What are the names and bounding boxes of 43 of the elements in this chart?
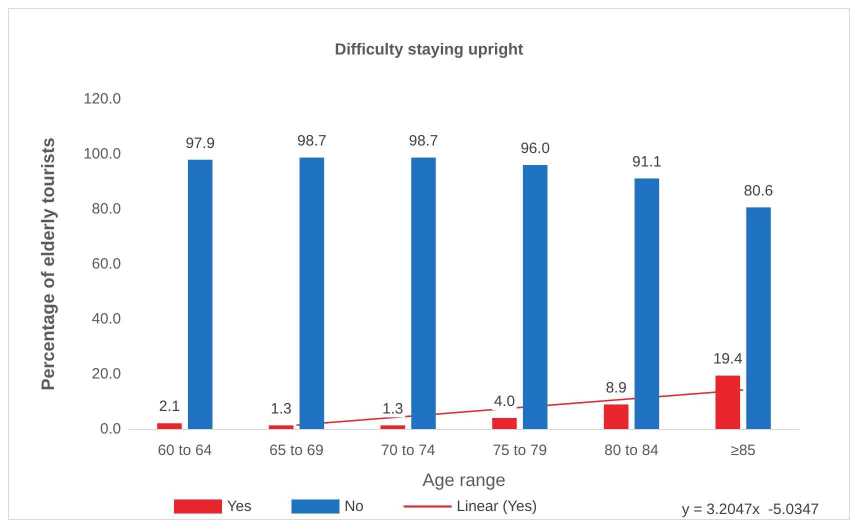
x-tick-label: 65 to 69 — [269, 442, 324, 459]
bar — [634, 178, 660, 429]
data-label: 96.0 — [520, 140, 550, 157]
x-tick-label: 80 to 84 — [604, 442, 659, 459]
x-axis-title: Age range — [422, 470, 506, 490]
data-label: 98.7 — [408, 132, 438, 150]
text: y = 3.2047x -5.0347 — [682, 501, 820, 518]
bar — [188, 160, 212, 429]
bar — [268, 425, 294, 429]
data-label: 97.9 — [186, 134, 215, 152]
bar — [522, 165, 548, 429]
data-label: 1.3 — [382, 400, 404, 418]
x-tick-label: 70 to 74 — [381, 442, 436, 459]
data-label: 80.6 — [744, 182, 774, 200]
bar — [157, 423, 182, 429]
y-tick-label: 40.0 — [92, 310, 121, 328]
y-tick-label: 20.0 — [92, 366, 121, 382]
data-label: 4.0 — [494, 393, 515, 410]
bar — [411, 158, 436, 429]
data-label: 91.1 — [632, 153, 662, 170]
bar — [300, 158, 324, 429]
data-label: 8.9 — [606, 380, 627, 397]
data-label: 2.1 — [159, 398, 180, 416]
y-tick-label: 100.0 — [83, 146, 121, 162]
legend-label: Linear (Yes) — [456, 498, 537, 515]
chart-title: Difficulty staying upright — [334, 42, 524, 58]
bar — [492, 418, 517, 429]
bar — [604, 404, 628, 429]
data-label: 98.7 — [297, 132, 326, 150]
y-tick-label: 120.0 — [83, 90, 121, 108]
y-axis-title: Percentage of elderly tourists — [38, 137, 58, 391]
y-tick-label: 0.0 — [100, 420, 121, 438]
bar — [380, 425, 406, 429]
legend-label: Yes — [227, 498, 252, 515]
x-tick-label: 75 to 79 — [492, 442, 547, 459]
x-tick-label: ≥85 — [730, 442, 756, 459]
x-tick-label: 60 to 64 — [158, 442, 212, 459]
legend-label: No — [344, 498, 364, 515]
data-label: 1.3 — [270, 400, 292, 418]
bar — [746, 207, 771, 429]
y-tick-label: 60.0 — [92, 256, 121, 272]
data-label: 19.4 — [713, 350, 742, 368]
y-tick-label: 80.0 — [92, 200, 121, 218]
